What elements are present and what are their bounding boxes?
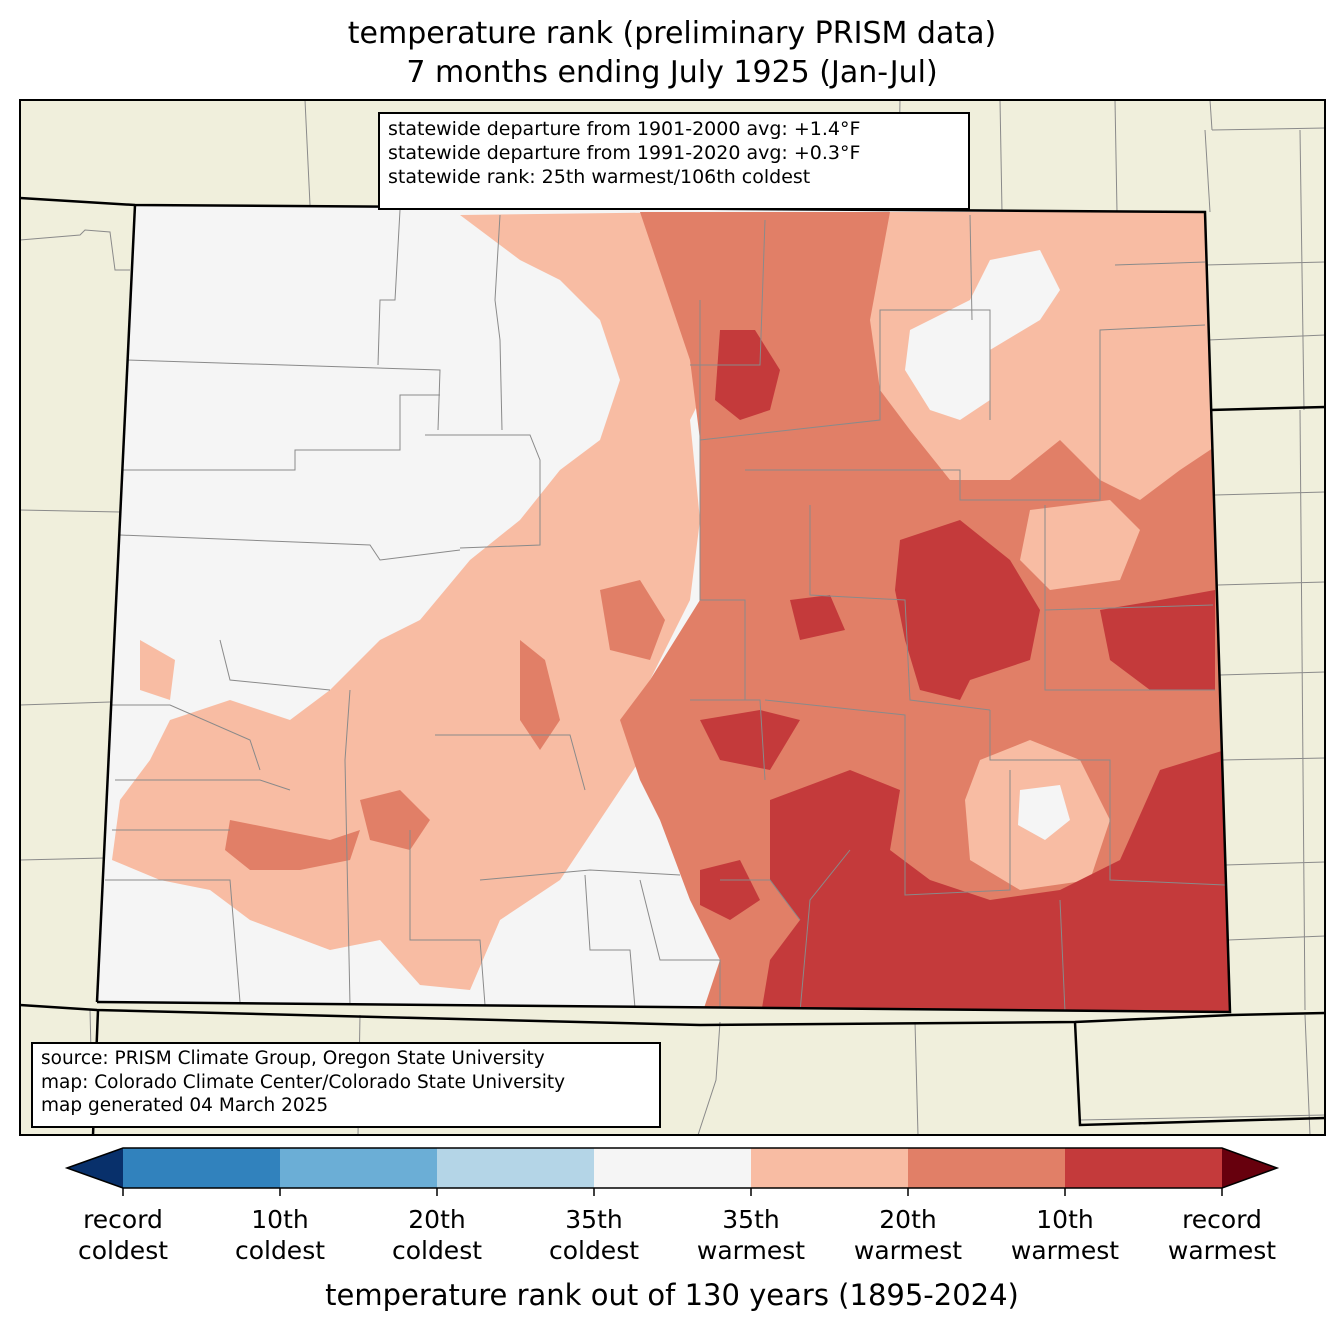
zone-10th-warmest <box>715 330 780 420</box>
source-box: source: PRISM Climate Group, Oregon Stat… <box>31 1042 661 1128</box>
colorbar-segment <box>1065 1148 1223 1188</box>
tick-label-line2: coldest <box>234 1236 326 1265</box>
generated-date-line: map generated 04 March 2025 <box>41 1095 329 1116</box>
colorbar-tick-label: record warmest <box>1142 1204 1302 1266</box>
colorbar-tick-label: record coldest <box>43 1204 203 1266</box>
tick-label-line1: 35th <box>722 1205 780 1234</box>
colorado-temperature-map <box>19 99 1326 1136</box>
tick-label-line2: warmest <box>696 1236 806 1265</box>
colorbar-extend-warm <box>1222 1148 1277 1188</box>
colorbar-segment <box>123 1148 281 1188</box>
colorbar-segment <box>280 1148 438 1188</box>
tick-label-line2: coldest <box>391 1236 483 1265</box>
map-frame <box>19 99 1326 1136</box>
tick-label-line2: coldest <box>548 1236 640 1265</box>
statewide-stats-box: statewide departure from 1901-2000 avg: … <box>378 112 970 210</box>
tick-label-line1: 10th <box>1036 1205 1094 1234</box>
colorbar-tick-label: 20th coldest <box>357 1204 517 1266</box>
tick-label-line1: 20th <box>879 1205 937 1234</box>
county-lines <box>105 209 1226 1012</box>
colorbar-tick-label: 10th coldest <box>200 1204 360 1266</box>
map-title-line1: temperature rank (preliminary PRISM data… <box>347 16 997 51</box>
tick-label-line1: record <box>1182 1205 1262 1234</box>
zone-35th-warmest <box>112 212 720 990</box>
tick-label-line2: warmest <box>1010 1236 1120 1265</box>
stats-departure-1901-2000: statewide departure from 1901-2000 avg: … <box>388 118 861 140</box>
colorbar-segment <box>437 1148 595 1188</box>
colorbar-segment <box>594 1148 752 1188</box>
colorbar-tick-label: 10th warmest <box>985 1204 1145 1266</box>
tick-label-line1: 20th <box>408 1205 466 1234</box>
colorado-rank-field <box>97 205 1230 1012</box>
colorbar-outline <box>64 1147 1280 1189</box>
tick-label-line2: warmest <box>853 1236 963 1265</box>
tick-label-line1: 10th <box>251 1205 309 1234</box>
colorbar-tick-label: 35th warmest <box>671 1204 831 1266</box>
colorbar-extend-cold <box>67 1148 123 1188</box>
colorbar-segment <box>751 1148 909 1188</box>
stats-rank: statewide rank: 25th warmest/106th colde… <box>388 166 811 188</box>
map-title-line2: 7 months ending July 1925 (Jan-Jul) <box>406 55 938 90</box>
tick-label-line2: coldest <box>77 1236 169 1265</box>
colorbar-label: temperature rank out of 130 years (1895-… <box>325 1278 1019 1312</box>
colorbar-tick-label: 20th warmest <box>828 1204 988 1266</box>
colorbar-segment <box>908 1148 1066 1188</box>
colorbar-tick-label: 35th coldest <box>514 1204 674 1266</box>
tick-label-line2: warmest <box>1167 1236 1277 1265</box>
stats-departure-1991-2020: statewide departure from 1991-2020 avg: … <box>388 142 861 164</box>
state-borders <box>20 196 1325 1135</box>
tick-label-line1: 35th <box>565 1205 623 1234</box>
source-line: source: PRISM Climate Group, Oregon Stat… <box>41 1048 545 1069</box>
tick-label-line1: record <box>83 1205 163 1234</box>
neighbor-county-lines <box>20 100 1325 1135</box>
map-credit-line: map: Colorado Climate Center/Colorado St… <box>41 1071 566 1093</box>
